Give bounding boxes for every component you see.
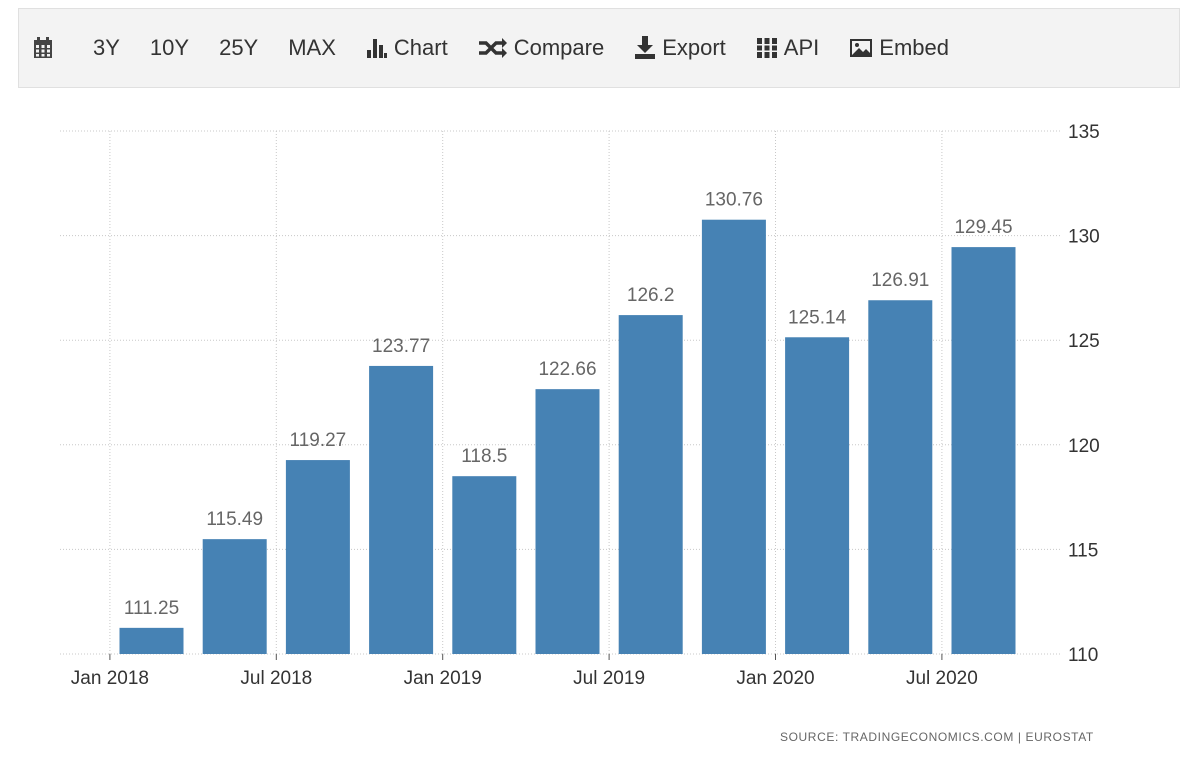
bar <box>618 315 683 654</box>
data-labels: 111.25 115.49 119.27 123.77 118.5 122.66 126.2… <box>124 190 1013 619</box>
data-label: 118.5 <box>461 446 507 467</box>
y-tick-label: 130 <box>1068 227 1100 248</box>
data-label: 119.27 <box>290 430 347 451</box>
range-10y-button[interactable]: 10Y <box>150 35 189 61</box>
bar-chart-icon <box>366 39 387 58</box>
download-icon <box>635 36 656 59</box>
data-label: 122.66 <box>538 359 596 380</box>
compare-label: Compare <box>513 35 605 60</box>
y-tick-label: 125 <box>1068 331 1100 352</box>
bar <box>202 539 267 654</box>
bar <box>119 627 184 654</box>
y-tick-label: 135 <box>1068 122 1100 143</box>
bars <box>119 219 1016 654</box>
x-tick-label: Jul 2018 <box>240 668 312 689</box>
chart-button[interactable]: Chart <box>366 35 448 61</box>
range-3y-button[interactable]: 3Y <box>93 35 120 61</box>
x-tick-label: Jan 2020 <box>736 668 814 689</box>
grid-lines <box>60 130 1060 655</box>
embed-label: Embed <box>879 35 949 60</box>
x-tick-label: Jul 2019 <box>573 668 645 689</box>
calendar-icon <box>34 37 52 58</box>
range-max-label: MAX <box>288 35 336 60</box>
bar <box>868 300 933 654</box>
bar-chart: 111.25 115.49 119.27 123.77 118.5 122.66 126.2… <box>60 122 1100 689</box>
shuffle-icon <box>478 38 507 58</box>
y-tick-label: 120 <box>1068 436 1100 457</box>
embed-button[interactable]: Embed <box>849 35 949 61</box>
y-tick-label: 110 <box>1068 645 1098 666</box>
export-label: Export <box>662 35 726 60</box>
bar <box>369 365 434 654</box>
api-label: API <box>783 35 820 60</box>
bar <box>951 247 1016 654</box>
bar <box>701 219 766 654</box>
x-tick-label: Jan 2019 <box>404 668 482 689</box>
image-icon <box>850 39 873 57</box>
range-25y-label: 25Y <box>219 35 259 60</box>
data-label: 115.49 <box>206 509 263 530</box>
export-button[interactable]: Export <box>634 35 726 61</box>
x-tick-label: Jan 2018 <box>71 668 149 689</box>
grid-icon <box>755 38 778 58</box>
x-axis: Jan 2018 Jul 2018 Jan 2019 Jul 2019 Jan 2020… <box>71 654 978 689</box>
range-max-button[interactable]: MAX <box>288 35 336 61</box>
bar <box>785 337 850 654</box>
bar <box>452 476 517 654</box>
data-label: 125.14 <box>788 307 847 328</box>
data-label: 129.45 <box>954 217 1012 238</box>
api-button[interactable]: API <box>755 35 820 61</box>
data-label: 130.76 <box>705 190 763 211</box>
range-25y-button[interactable]: 25Y <box>219 35 258 61</box>
data-label: 126.91 <box>871 270 929 291</box>
data-label: 123.77 <box>372 336 430 357</box>
bar <box>535 389 600 654</box>
y-tick-label: 115 <box>1068 540 1098 561</box>
bar <box>285 460 350 654</box>
data-label: 111.25 <box>124 598 179 619</box>
x-tick-label: Jul 2020 <box>906 668 978 689</box>
chart-toolbar: 3Y 10Y 25Y MAX Chart Compare Export <box>18 8 1180 88</box>
data-label: 126.2 <box>627 285 675 306</box>
compare-button[interactable]: Compare <box>478 35 604 61</box>
y-axis: 110 115 120 125 130 135 <box>1068 122 1100 666</box>
chart-area: 111.25 115.49 119.27 123.77 118.5 122.66 126.2… <box>0 100 1180 763</box>
source-note: SOURCE: TRADINGECONOMICS.COM | EUROSTAT <box>780 730 1094 744</box>
range-10y-label: 10Y <box>149 35 190 60</box>
calendar-button[interactable] <box>33 37 59 59</box>
chart-label: Chart <box>393 35 448 60</box>
range-3y-label: 3Y <box>93 35 120 60</box>
